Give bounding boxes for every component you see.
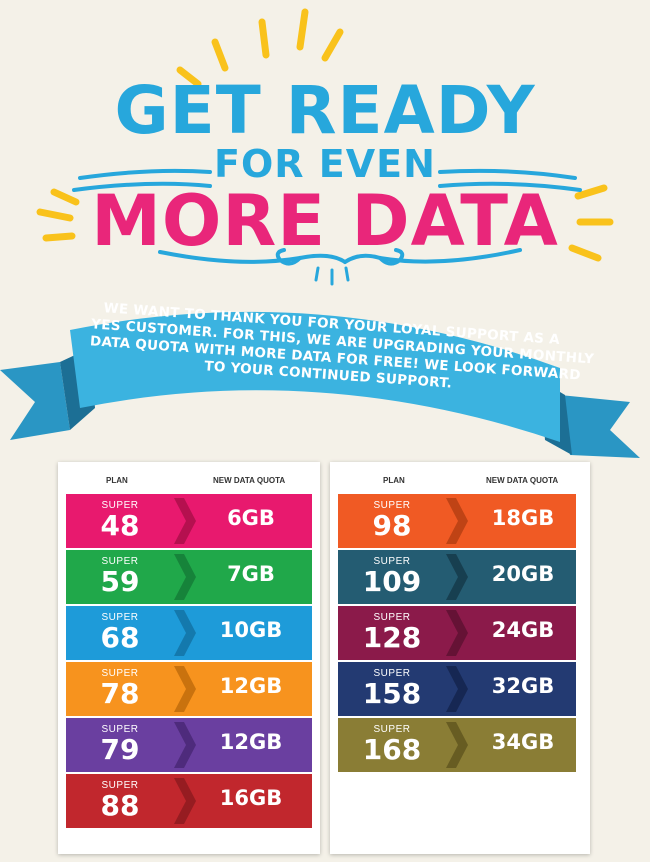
data-quota: 10GB: [219, 618, 283, 642]
plan-table-left: PLAN NEW DATA QUOTA SUPER 48 6GB SUPER 59 7GB…: [58, 462, 320, 854]
plan-row: SUPER 88 16GB: [66, 774, 312, 828]
plan-name: SUPER 68: [66, 612, 174, 653]
plan-row: SUPER 79 12GB: [66, 718, 312, 772]
data-quota: 24GB: [491, 618, 555, 642]
plan-number: 168: [362, 733, 422, 766]
data-quota: 20GB: [491, 562, 555, 586]
data-quota: 12GB: [219, 730, 283, 754]
chevron-right-icon: [174, 666, 196, 712]
headline-more-data: MORE DATA: [91, 180, 559, 262]
chevron-right-icon: [174, 778, 196, 824]
data-quota: 12GB: [219, 674, 283, 698]
plan-prefix: SUPER: [101, 724, 139, 735]
plan-number: 88: [100, 789, 140, 822]
plan-prefix: SUPER: [101, 556, 139, 567]
plan-row: SUPER 78 12GB: [66, 662, 312, 716]
chevron-right-icon: [446, 498, 468, 544]
chevron-right-icon: [446, 722, 468, 768]
data-quota: 34GB: [491, 730, 555, 754]
plan-number: 128: [362, 621, 422, 654]
plan-number: 79: [100, 733, 140, 766]
plan-prefix: SUPER: [101, 668, 139, 679]
plan-prefix: SUPER: [373, 724, 411, 735]
chevron-right-icon: [174, 498, 196, 544]
plan-prefix: SUPER: [373, 668, 411, 679]
plan-row: SUPER 59 7GB: [66, 550, 312, 604]
chevron-right-icon: [446, 554, 468, 600]
headline-for-even: FOR EVEN: [214, 142, 436, 186]
chevron-right-icon: [174, 610, 196, 656]
data-quota: 7GB: [227, 562, 275, 586]
plan-prefix: SUPER: [373, 500, 411, 511]
plan-name: SUPER 128: [338, 612, 446, 653]
plan-row: SUPER 68 10GB: [66, 606, 312, 660]
column-header-quota: NEW DATA QUOTA: [486, 476, 559, 485]
plan-name: SUPER 88: [66, 780, 174, 821]
chevron-right-icon: [446, 666, 468, 712]
column-header-quota: NEW DATA QUOTA: [213, 476, 286, 485]
header: GET READY FOR EVEN MORE DATA: [0, 0, 650, 300]
plan-prefix: SUPER: [101, 500, 139, 511]
plan-number: 98: [372, 509, 412, 542]
sun-rays-decoration: [36, 8, 614, 262]
plan-number: 158: [362, 677, 422, 710]
plan-row: SUPER 168 34GB: [338, 718, 576, 772]
plan-name: SUPER 78: [66, 668, 174, 709]
plan-prefix: SUPER: [101, 780, 139, 791]
chevron-right-icon: [174, 554, 196, 600]
plan-number: 68: [100, 621, 140, 654]
plan-number: 109: [362, 565, 422, 598]
column-header-plan: PLAN: [383, 476, 405, 485]
plan-prefix: SUPER: [101, 612, 139, 623]
data-quota: 6GB: [227, 506, 275, 530]
plan-name: SUPER 79: [66, 724, 174, 765]
plan-row: SUPER 98 18GB: [338, 494, 576, 548]
plan-row: SUPER 48 6GB: [66, 494, 312, 548]
plan-name: SUPER 59: [66, 556, 174, 597]
plan-name: SUPER 98: [338, 500, 446, 541]
data-quota: 32GB: [491, 674, 555, 698]
plan-name: SUPER 168: [338, 724, 446, 765]
plan-number: 59: [100, 565, 140, 598]
column-header-plan: PLAN: [106, 476, 128, 485]
plan-name: SUPER 158: [338, 668, 446, 709]
plan-table-right: PLAN NEW DATA QUOTA SUPER 98 18GB SUPER 109 2…: [330, 462, 590, 854]
chevron-right-icon: [174, 722, 196, 768]
chevron-right-icon: [446, 610, 468, 656]
headline-get-ready: GET READY: [114, 72, 536, 149]
plan-name: SUPER 48: [66, 500, 174, 541]
data-quota: 18GB: [491, 506, 555, 530]
plan-row: SUPER 128 24GB: [338, 606, 576, 660]
plan-row: SUPER 158 32GB: [338, 662, 576, 716]
plan-number: 48: [100, 509, 140, 542]
plan-row: SUPER 109 20GB: [338, 550, 576, 604]
plan-prefix: SUPER: [373, 612, 411, 623]
ribbon-banner: [0, 311, 640, 458]
plan-prefix: SUPER: [373, 556, 411, 567]
flourish-decoration: [72, 168, 582, 286]
plan-name: SUPER 109: [338, 556, 446, 597]
data-quota: 16GB: [219, 786, 283, 810]
plan-number: 78: [100, 677, 140, 710]
